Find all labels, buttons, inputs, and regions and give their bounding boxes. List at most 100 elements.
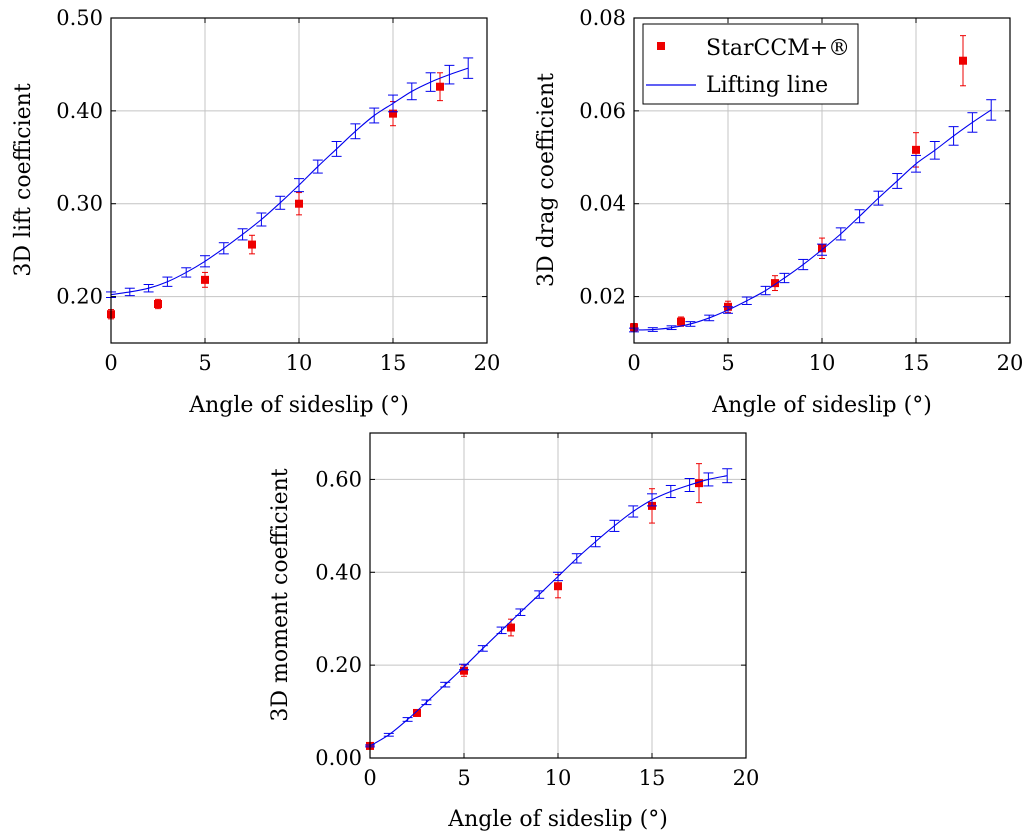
legend: StarCCM+® Lifting line — [643, 24, 858, 104]
moment-lifting-line-curve — [370, 476, 727, 746]
moment-lifting-line-errorbar — [685, 479, 695, 492]
drag-lifting-line-errorbar — [911, 155, 921, 172]
lift-y-tick-label: 0.20 — [56, 285, 103, 309]
lift-starccm-point — [295, 193, 303, 215]
moment-lifting-line-errorbar — [421, 700, 431, 705]
lift-lifting-line-errorbar — [350, 124, 360, 139]
lift-x-axis-label: Angle of sideslip (°) — [188, 393, 409, 418]
drag-y-tick-label: 0.04 — [579, 192, 626, 216]
lift-lifting-line-errorbar — [275, 196, 285, 209]
square-marker — [295, 200, 303, 208]
moment-lifting-line-errorbar — [609, 520, 619, 531]
lift-lifting-line-errorbar — [369, 108, 379, 123]
moment-lifting-line-errorbar — [666, 485, 676, 497]
drag-lifting-line-errorbar — [855, 210, 865, 223]
lift-x-tick-label: 5 — [198, 351, 211, 375]
square-marker — [248, 241, 256, 249]
drag-y-axis-label: 3D drag coefficient — [534, 73, 559, 287]
drag-chart-panel: 0 5 10 15 20 0.020.040.060.08 Angle of sides… — [534, 6, 1023, 418]
moment-y-axis-label: 3D moment coefficient — [268, 468, 293, 721]
square-marker — [554, 582, 562, 590]
lift-starccm-point — [201, 272, 209, 287]
lift-lifting-line-errorbar — [162, 277, 172, 286]
lift-x-tick-label: 15 — [380, 351, 407, 375]
lift-lifting-line-errorbar — [426, 73, 436, 92]
legend-label-starccm: StarCCM+® — [706, 36, 850, 61]
drag-x-axis-label: Angle of sideslip (°) — [711, 393, 932, 418]
drag-lifting-line-errorbar — [949, 127, 959, 146]
lift-lifting-line-errorbar — [444, 65, 454, 84]
lift-starccm-point — [154, 299, 162, 308]
drag-lifting-line-errorbar — [986, 100, 996, 120]
lift-y-tick-label: 0.50 — [56, 6, 103, 30]
lift-x-tick-label: 20 — [474, 351, 501, 375]
drag-starccm-point — [677, 317, 685, 326]
lift-lifting-line-curve — [111, 68, 468, 295]
moment-x-tick-label: 15 — [639, 766, 666, 790]
drag-lifting-line-errorbar — [742, 297, 752, 304]
drag-lifting-line-errorbar — [930, 142, 940, 160]
lift-lifting-line-errorbar — [256, 213, 266, 226]
drag-lifting-line-errorbar — [798, 259, 808, 269]
drag-starccm-point — [959, 36, 967, 86]
lift-x-tick-label: 0 — [104, 351, 117, 375]
moment-lifting-line-errorbar — [403, 718, 413, 722]
square-marker — [677, 318, 685, 326]
lift-lifting-line-errorbar — [200, 256, 210, 267]
lift-lifting-line-errorbar — [463, 58, 473, 78]
moment-y-tick-label: 0.00 — [315, 746, 362, 770]
square-marker — [959, 57, 967, 65]
drag-lifting-line-errorbar — [836, 228, 846, 240]
moment-x-axis-label: Angle of sideslip (°) — [447, 807, 668, 832]
moment-x-tick-label: 10 — [545, 766, 572, 790]
lift-chart-panel: 0 5 10 15 20 0.20 0.30 0.40 0.50 Angle of sides… — [11, 6, 500, 418]
drag-x-tick-label: 5 — [721, 351, 734, 375]
lift-y-axis-label: 3D lift coefficient — [11, 83, 36, 276]
lift-y-ticks: 0.20 0.30 0.40 0.50 — [56, 6, 487, 309]
moment-y-tick-label: 0.20 — [315, 653, 362, 677]
lift-lifting-line-errorbar — [313, 160, 323, 173]
moment-y-tick-label: 0.60 — [315, 467, 362, 491]
lift-x-tick-label: 10 — [286, 351, 313, 375]
moment-lifting-line-errorbar — [515, 609, 525, 616]
moment-x-tick-label: 5 — [457, 766, 470, 790]
moment-lifting-line-errorbar — [722, 469, 732, 483]
drag-lifting-line-errorbar — [892, 174, 902, 189]
lift-lifting-line-errorbar — [219, 243, 229, 254]
drag-lifting-line-errorbar — [761, 286, 771, 294]
lift-y-tick-label: 0.40 — [56, 99, 103, 123]
drag-lifting-line-errorbar — [779, 273, 789, 282]
drag-y-tick-label: 0.08 — [579, 6, 626, 30]
moment-plot-area — [365, 464, 732, 750]
drag-y-tick-label: 0.02 — [579, 285, 626, 309]
drag-lifting-line-errorbar — [685, 322, 695, 327]
lift-lifting-line-errorbar — [238, 229, 248, 240]
square-marker — [436, 83, 444, 91]
legend-square-marker-icon — [657, 42, 665, 50]
moment-lifting-line-errorbar — [440, 682, 450, 687]
lift-x-ticks: 0 5 10 15 20 — [104, 18, 500, 375]
moment-x-tick-label: 20 — [733, 766, 760, 790]
square-marker — [201, 276, 209, 284]
moment-chart-panel: 0 5 10 15 20 0.00 0.20 0.40 0.60 Angle of sides… — [268, 433, 759, 832]
lift-y-tick-label: 0.30 — [56, 192, 103, 216]
moment-x-tick-label: 0 — [363, 766, 376, 790]
moment-lifting-line-errorbar — [384, 733, 394, 736]
moment-lifting-line-errorbar — [628, 506, 638, 517]
lift-lifting-line-errorbar — [332, 142, 342, 157]
drag-x-tick-label: 0 — [627, 351, 640, 375]
square-marker — [912, 146, 920, 154]
drag-x-tick-label: 20 — [997, 351, 1024, 375]
lift-lifting-line-errorbar — [181, 268, 191, 277]
drag-x-tick-label: 15 — [903, 351, 930, 375]
moment-y-tick-label: 0.40 — [315, 560, 362, 584]
lift-lifting-line-errorbar — [144, 285, 154, 292]
lift-lifting-line-errorbar — [407, 83, 417, 100]
drag-lifting-line-errorbar — [873, 191, 883, 205]
drag-x-tick-label: 10 — [809, 351, 836, 375]
lift-lifting-line-errorbar — [125, 288, 135, 295]
lift-lifting-line-errorbar — [388, 95, 398, 112]
moment-lifting-line-errorbar — [478, 646, 488, 652]
lift-starccm-point — [248, 235, 256, 254]
